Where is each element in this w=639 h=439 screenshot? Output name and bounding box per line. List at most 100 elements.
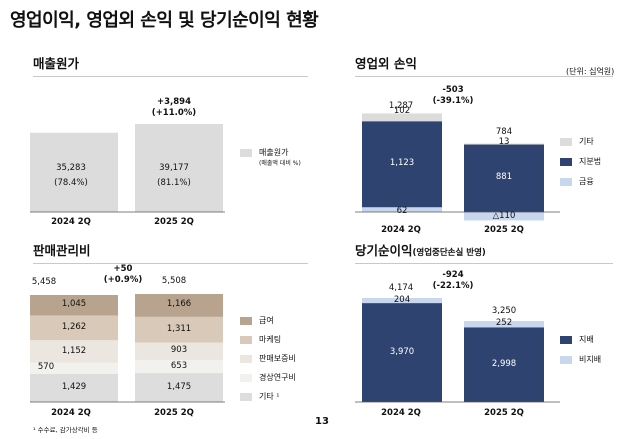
sga-legend-label-3: 경상연구비 bbox=[259, 373, 296, 382]
nonop-legend-item-2: 금융 bbox=[560, 176, 601, 187]
nonop-seg-label-0-0: 102 bbox=[393, 106, 411, 117]
netincome-total-2024: 4,174 bbox=[388, 283, 414, 293]
netincome-legend-swatch-1 bbox=[560, 355, 572, 364]
nonop-seg-label-1-0: 1,123 bbox=[389, 158, 415, 169]
sga-segment-4-1 bbox=[135, 373, 223, 402]
cogs-change-pct: (+11.0%) bbox=[151, 108, 197, 118]
nonop-segment-2-0 bbox=[362, 207, 442, 212]
sga-total-2024: 5,458 bbox=[31, 277, 57, 287]
sga-seg-label-1-0: 1,262 bbox=[61, 321, 87, 332]
cogs-ratio-2025: (81.1%) bbox=[157, 178, 191, 188]
sga-seg-label-0-1: 1,166 bbox=[166, 299, 192, 310]
sga-total-2025: 5,508 bbox=[161, 276, 187, 286]
nonop-seg-label-1-1: 881 bbox=[495, 172, 513, 183]
nonop-total-2024: 1,287 bbox=[388, 101, 414, 111]
sga-seg-label-2-1: 903 bbox=[170, 345, 188, 356]
nonop-legend: 기타 지분법 금융 bbox=[560, 136, 601, 187]
nonop-legend-label-1: 지분법 bbox=[579, 157, 602, 166]
cogs-legend-sublabel: (매출액 대비 %) bbox=[259, 160, 301, 167]
nonop-rule bbox=[355, 76, 613, 77]
cogs-rule bbox=[33, 76, 308, 77]
sga-segment-1-1 bbox=[135, 316, 223, 343]
sga-segment-1-0 bbox=[30, 315, 118, 341]
unit-label: (단위: 십억원) bbox=[566, 67, 615, 76]
netincome-legend-swatch-0 bbox=[560, 335, 572, 344]
nonop-segment-1-0 bbox=[362, 121, 442, 208]
cogs-bar-2024 bbox=[30, 132, 118, 212]
nonop-segment-0-1 bbox=[464, 143, 544, 145]
nonop-legend-item-0: 기타 bbox=[560, 136, 601, 147]
netincome-legend-label-1: 비지배 bbox=[579, 355, 602, 364]
netincome-xtick-2024: 2024 2Q bbox=[381, 408, 421, 418]
sga-seg-label-3-1: 653 bbox=[170, 360, 188, 371]
cogs-ratio-2024: (78.4%) bbox=[54, 178, 88, 188]
sga-legend-swatch-2 bbox=[240, 354, 252, 363]
page-number: 13 bbox=[315, 416, 329, 427]
sga-legend-item-3: 경상연구비 bbox=[240, 372, 296, 383]
nonop-xtick-2025: 2025 2Q bbox=[484, 225, 524, 235]
sga-legend-item-0: 급여 bbox=[240, 315, 296, 326]
nonop-xtick-2024: 2024 2Q bbox=[381, 225, 421, 235]
netincome-total-2025: 3,250 bbox=[491, 306, 517, 316]
netincome-title-wrap: 당기순이익(영업중단손실 반영) bbox=[355, 240, 486, 259]
netincome-legend-item-0: 지배 bbox=[560, 334, 601, 345]
page-title: 영업이익, 영업외 손익 및 당기순이익 현황 bbox=[10, 10, 319, 31]
netincome-legend-item-1: 비지배 bbox=[560, 354, 601, 365]
nonop-change-pct: (-39.1%) bbox=[432, 96, 474, 106]
netincome-segment-0-1 bbox=[464, 327, 544, 402]
sga-legend: 급여 마케팅 판매보증비 경상연구비 기타 ¹ bbox=[240, 315, 296, 402]
sga-segment-0-0 bbox=[30, 294, 118, 316]
sga-seg-label-4-1: 1,475 bbox=[166, 381, 192, 392]
nonop-legend-item-1: 지분법 bbox=[560, 156, 601, 167]
cogs-legend: 매출원가 (매출액 대비 %) bbox=[240, 147, 301, 167]
cogs-value-2024: 35,283 bbox=[56, 163, 86, 173]
nonop-segment-2-1 bbox=[464, 212, 544, 221]
sga-xtick-2025: 2025 2Q bbox=[154, 408, 194, 418]
netincome-seg-label-0-1: 2,998 bbox=[491, 358, 517, 369]
netincome-legend-label-0: 지배 bbox=[579, 335, 594, 344]
sga-change: +50 bbox=[113, 264, 133, 274]
cogs-title: 매출원가 bbox=[33, 56, 80, 71]
netincome-rule bbox=[355, 263, 613, 264]
cogs-xtick-2024: 2024 2Q bbox=[51, 217, 91, 227]
sga-legend-item-4: 기타 ¹ bbox=[240, 391, 296, 402]
sga-segment-3-1 bbox=[135, 360, 223, 374]
sga-legend-swatch-0 bbox=[240, 316, 252, 325]
sga-xtick-2024: 2024 2Q bbox=[51, 408, 91, 418]
nonop-legend-swatch-1 bbox=[560, 157, 572, 166]
sga-legend-item-2: 판매보증비 bbox=[240, 353, 296, 364]
sga-seg-label-0-0: 1,045 bbox=[61, 299, 87, 310]
sga-legend-swatch-3 bbox=[240, 373, 252, 382]
netincome-segment-1-0 bbox=[362, 298, 442, 304]
sga-seg-label-4-0: 1,429 bbox=[61, 381, 87, 392]
sga-rule bbox=[33, 263, 308, 264]
sga-legend-label-4: 기타 ¹ bbox=[259, 392, 280, 401]
sga-segment-2-1 bbox=[135, 342, 223, 361]
cogs-legend-item: 매출원가 bbox=[240, 147, 301, 158]
cogs-value-2025: 39,177 bbox=[159, 163, 189, 173]
sga-segment-3-0 bbox=[30, 362, 118, 374]
sga-seg-label-3-0: 570 bbox=[37, 362, 55, 373]
netincome-seg-label-1-1: 252 bbox=[495, 318, 513, 329]
netincome-subtitle: (영업중단손실 반영) bbox=[412, 248, 486, 258]
netincome-seg-label-0-0: 3,970 bbox=[389, 346, 415, 357]
cogs-legend-swatch bbox=[240, 148, 252, 157]
sga-segment-0-1 bbox=[135, 294, 223, 317]
nonop-title: 영업외 손익 bbox=[355, 56, 417, 71]
cogs-xtick-2025: 2025 2Q bbox=[154, 217, 194, 227]
nonop-seg-label-0-1: 13 bbox=[498, 136, 510, 147]
cogs-bar-2025 bbox=[135, 124, 223, 212]
netincome-xtick-2025: 2025 2Q bbox=[484, 408, 524, 418]
sga-seg-label-1-1: 1,311 bbox=[166, 323, 192, 334]
nonop-legend-label-2: 금융 bbox=[579, 177, 594, 186]
netincome-title: 당기순이익 bbox=[355, 243, 413, 258]
sga-title: 판매관리비 bbox=[33, 243, 91, 258]
nonop-legend-label-0: 기타 bbox=[579, 137, 594, 146]
sga-legend-label-2: 판매보증비 bbox=[259, 354, 296, 363]
nonop-legend-swatch-0 bbox=[560, 137, 572, 146]
nonop-segment-0-0 bbox=[362, 113, 442, 122]
nonop-change: -503 bbox=[442, 85, 464, 95]
